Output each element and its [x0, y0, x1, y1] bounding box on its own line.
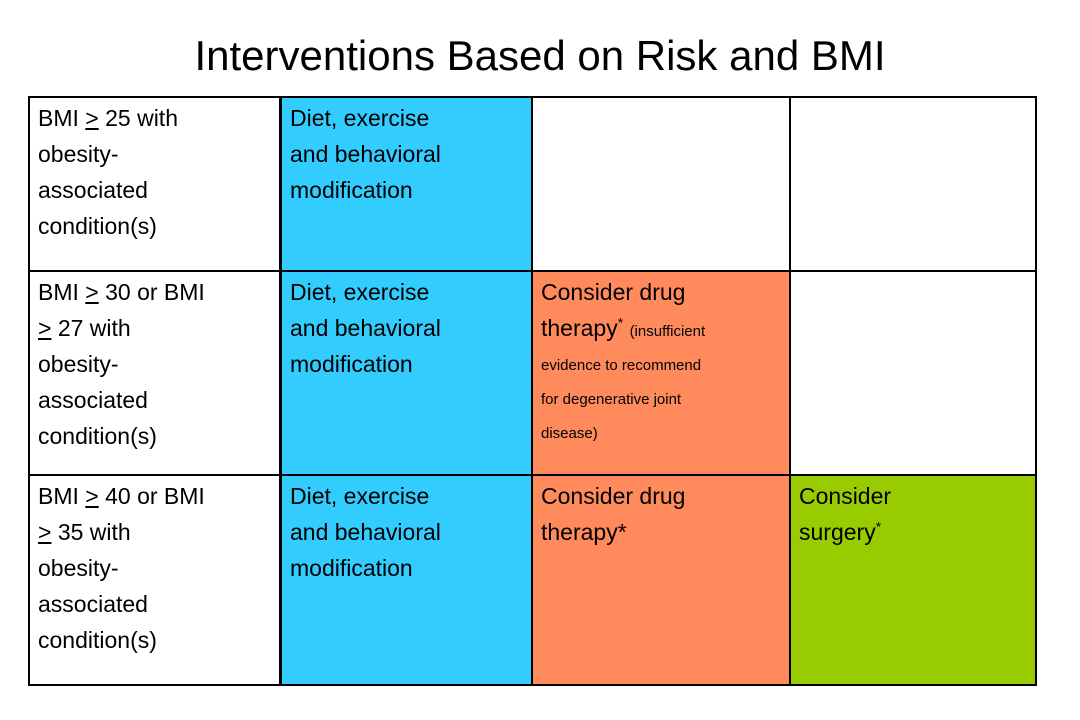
lifestyle-line: modification [290, 555, 413, 581]
surgery-line: Consider [799, 483, 892, 509]
row3-surgery-cell: Consider surgery* [789, 474, 1037, 686]
row1-criteria-cell: BMI > 25 with obesity- associated condit… [28, 96, 281, 272]
lifestyle-line: and behavioral [290, 519, 441, 545]
criteria-line: BMI > 25 with [38, 105, 178, 131]
row1-lifestyle-cell: Diet, exercise and behavioral modificati… [280, 96, 533, 272]
drug-note-line: for degenerative joint [541, 391, 682, 408]
criteria-line: condition(s) [38, 423, 157, 449]
lifestyle-line: Diet, exercise [290, 279, 430, 305]
drug-line: Consider drug [541, 483, 686, 509]
row2-drug-cell: Consider drug therapy* (insufficient evi… [531, 270, 791, 476]
row3-drug-cell: Consider drug therapy* [531, 474, 791, 686]
lifestyle-line: Diet, exercise [290, 483, 430, 509]
drug-note-line: disease) [541, 425, 598, 442]
lifestyle-line: modification [290, 351, 413, 377]
drug-line: therapy* [541, 519, 627, 545]
criteria-line: BMI > 30 or BMI [38, 279, 205, 305]
drug-line: therapy* (insufficient [541, 314, 706, 341]
drug-note-line: evidence to recommend [541, 357, 702, 374]
lifestyle-line: Diet, exercise [290, 105, 430, 131]
criteria-line: condition(s) [38, 627, 157, 653]
lifestyle-line: modification [290, 177, 413, 203]
criteria-line: > 27 with [38, 315, 131, 341]
row3-criteria-cell: BMI > 40 or BMI > 35 with obesity- assoc… [28, 474, 281, 686]
row1-surgery-cell [789, 96, 1037, 272]
row1-drug-cell [531, 96, 791, 272]
footnote-mark: * [617, 314, 624, 331]
surgery-line: surgery* [799, 518, 882, 545]
criteria-line: obesity- [38, 555, 119, 581]
criteria-line: associated [38, 177, 148, 203]
criteria-line: obesity- [38, 351, 119, 377]
row3-lifestyle-cell: Diet, exercise and behavioral modificati… [280, 474, 533, 686]
criteria-line: > 35 with [38, 519, 131, 545]
drug-note: (insufficient [629, 323, 706, 340]
page-title: Interventions Based on Risk and BMI [194, 32, 886, 79]
row2-lifestyle-cell: Diet, exercise and behavioral modificati… [280, 270, 533, 476]
drug-line: Consider drug [541, 279, 686, 305]
lifestyle-line: and behavioral [290, 315, 441, 341]
lifestyle-line: and behavioral [290, 141, 441, 167]
row2-surgery-cell [789, 270, 1037, 476]
criteria-line: BMI > 40 or BMI [38, 483, 205, 509]
criteria-line: obesity- [38, 141, 119, 167]
row2-criteria-cell: BMI > 30 or BMI > 27 with obesity- assoc… [28, 270, 281, 476]
criteria-line: condition(s) [38, 213, 157, 239]
criteria-line: associated [38, 591, 148, 617]
criteria-line: associated [38, 387, 148, 413]
footnote-mark: * [875, 518, 882, 535]
